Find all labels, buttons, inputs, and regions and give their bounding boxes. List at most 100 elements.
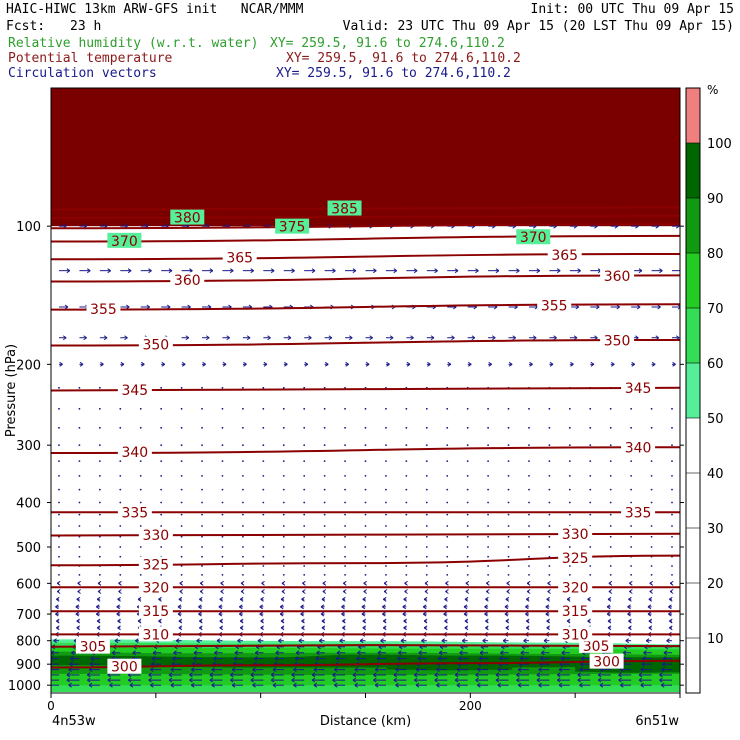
wind-arrowhead <box>661 661 666 667</box>
wind-dot <box>568 546 571 548</box>
wind-arrowhead <box>211 667 215 673</box>
wind-dot <box>385 555 387 558</box>
wind-dot <box>282 460 285 463</box>
wind-arrowhead <box>342 596 346 602</box>
wind-dot <box>119 426 122 429</box>
y-tick-label: 800 <box>16 635 41 650</box>
wind-arrowhead <box>638 677 643 683</box>
wind-dot <box>180 513 183 516</box>
wind-arrowhead <box>71 650 75 656</box>
wind-dot <box>282 565 285 567</box>
wind-dot <box>282 426 285 429</box>
wind-arrowhead <box>76 625 81 631</box>
wind-arrowhead <box>252 682 256 688</box>
wind-arrowhead <box>545 611 550 617</box>
wind-arrowhead <box>320 611 325 617</box>
wind-arrowhead <box>86 672 91 678</box>
wind-dot <box>344 501 346 504</box>
wind-dot <box>78 475 81 477</box>
wind-dot <box>364 573 367 576</box>
field-vector-xy: XY= 259.5, 91.6 to 274.6,110.2 <box>276 66 511 81</box>
wind-arrowhead <box>553 335 557 341</box>
wind-arrowhead <box>263 361 268 367</box>
wind-arrowhead <box>178 596 183 602</box>
wind-dot <box>528 565 530 567</box>
wind-arrowhead <box>659 672 663 678</box>
theta-line-385 <box>51 206 680 211</box>
y-tick-label: 300 <box>16 439 41 454</box>
wind-dot <box>344 546 346 548</box>
wind-dot <box>487 501 489 504</box>
wind-arrowhead <box>611 361 615 367</box>
wind-dot <box>487 444 489 447</box>
wind-arrowhead <box>461 638 466 644</box>
wind-arrowhead <box>295 650 300 656</box>
wind-arrowhead <box>275 650 279 656</box>
wind-arrowhead <box>205 335 210 341</box>
y-tick-label: 200 <box>16 358 41 373</box>
wind-dot <box>98 444 101 447</box>
wind-arrowhead <box>475 677 479 683</box>
wind-arrowhead <box>495 268 500 274</box>
wind-dot <box>466 513 469 516</box>
wind-dot <box>364 501 367 504</box>
wind-arrowhead <box>313 682 318 688</box>
wind-dot <box>405 555 408 558</box>
wind-dot <box>139 426 142 429</box>
wind-dot <box>139 407 142 410</box>
wind-arrowhead <box>560 656 565 661</box>
wind-dot <box>630 501 633 504</box>
wind-dot <box>201 460 203 463</box>
wind-arrowhead <box>239 618 244 624</box>
wind-arrowhead <box>291 268 295 274</box>
wind-dot <box>160 444 163 447</box>
wind-dot <box>487 460 489 463</box>
wind-arrowhead <box>56 618 60 624</box>
wind-arrowhead <box>356 656 360 661</box>
wind-dot <box>548 426 551 429</box>
wind-arrowhead <box>629 589 633 594</box>
wind-dot <box>180 573 183 576</box>
wind-arrowhead <box>505 625 510 631</box>
wind-dot <box>568 460 571 463</box>
wind-dot <box>242 386 244 389</box>
theta-label: 310 <box>142 627 169 643</box>
wind-dot <box>262 426 265 429</box>
wind-arrowhead <box>68 682 72 688</box>
wind-arrowhead <box>250 672 255 678</box>
wind-arrowhead <box>424 589 429 594</box>
wind-arrowhead <box>304 361 309 367</box>
wind-arrowhead <box>137 618 142 624</box>
theta-label-bg <box>138 556 173 572</box>
wind-dot <box>507 546 510 548</box>
wind-arrowhead <box>373 672 377 678</box>
wind-dot <box>201 555 203 558</box>
wind-arrowhead <box>53 638 57 644</box>
wind-arrowhead <box>270 677 275 683</box>
wind-arrowhead <box>444 618 448 624</box>
theta-label-bg <box>107 658 142 674</box>
wind-dot <box>221 460 224 463</box>
wind-arrowhead <box>66 677 71 683</box>
wind-dot <box>385 475 387 477</box>
wind-arrowhead <box>259 604 264 610</box>
rh-top-band <box>51 88 680 227</box>
wind-dot <box>119 475 122 477</box>
wind-arrowhead <box>517 682 522 688</box>
wind-arrowhead <box>107 677 111 683</box>
wind-arrowhead <box>89 661 94 667</box>
wind-arrowhead <box>100 361 104 367</box>
wind-arrowhead <box>422 611 427 617</box>
wind-arrowhead <box>336 650 341 656</box>
theta-label-bg <box>138 579 173 595</box>
wind-dot <box>78 555 81 558</box>
wind-arrowhead <box>352 268 357 274</box>
wind-dot <box>58 460 60 463</box>
wind-dot <box>425 535 428 538</box>
wind-dot <box>98 407 101 410</box>
wind-dot <box>201 386 203 389</box>
wind-arrowhead <box>62 335 67 341</box>
wind-dot <box>507 475 510 477</box>
wind-dot <box>528 555 530 558</box>
wind-arrowhead <box>233 656 238 661</box>
